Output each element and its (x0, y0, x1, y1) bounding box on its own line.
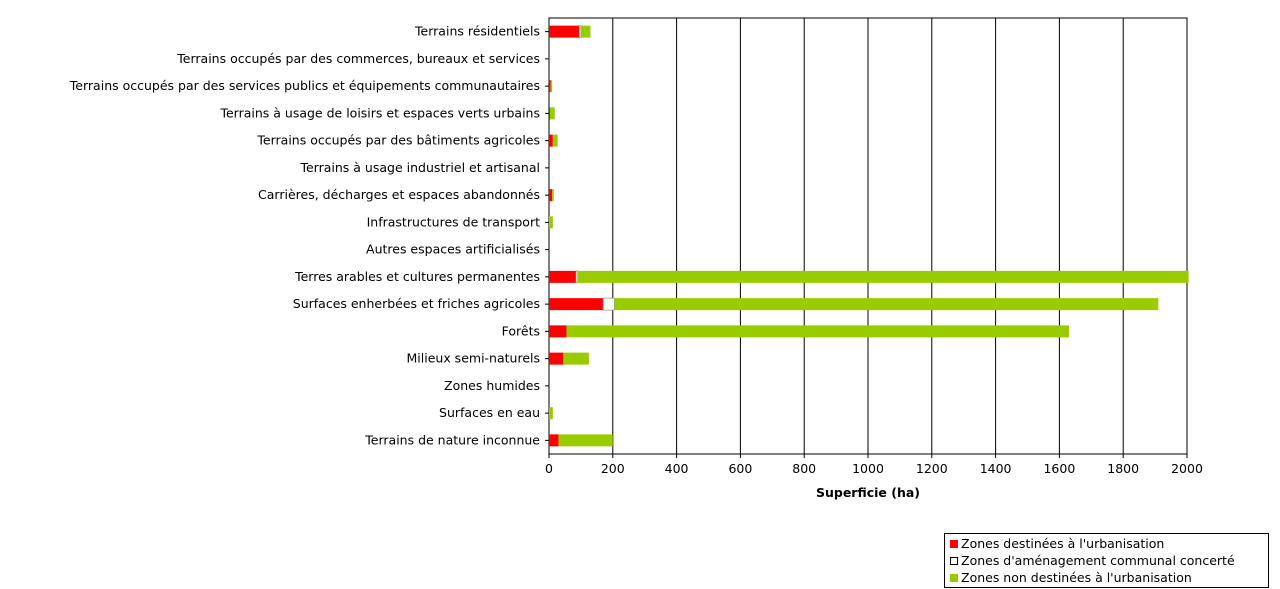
bar-segment (549, 270, 577, 283)
x-tick-label: 400 (665, 461, 689, 476)
category-label: Terrains à usage de loisirs et espaces v… (219, 105, 540, 120)
bar-segment (549, 189, 553, 202)
x-axis-title: Superficie (ha) (816, 485, 920, 500)
x-tick-label: 0 (545, 461, 553, 476)
x-tick-label: 1000 (852, 461, 884, 476)
bar-segment (577, 270, 1189, 283)
bar-segment (549, 298, 604, 311)
bar-segment (549, 325, 567, 338)
legend-swatch-white (950, 557, 958, 565)
bar-segment (566, 325, 1069, 338)
stacked-bar-chart: Terrains résidentiels Terrains occupés pa… (69, 17, 1203, 500)
category-label: Infrastructures de transport (367, 214, 540, 229)
category-label: Zones humides (444, 378, 540, 393)
bars (549, 25, 1189, 447)
category-label: Carrières, décharges et espaces abandonn… (258, 187, 540, 202)
bar-segment (558, 434, 613, 447)
gridlines (612, 18, 1124, 454)
legend-swatch-green (950, 574, 958, 582)
category-label: Milieux semi-naturels (407, 351, 541, 366)
bar-segment (580, 25, 591, 38)
category-labels: Terrains résidentiels Terrains occupés pa… (69, 24, 549, 447)
category-label: Terres arables et cultures permanentes (294, 269, 540, 284)
legend: Zones destinées à l'urbanisation Zones d… (944, 533, 1269, 588)
category-label: Surfaces enherbées et friches agricoles (293, 296, 540, 311)
bar-segment (549, 107, 550, 120)
bar-segment (549, 25, 580, 38)
bar-segment (550, 80, 553, 93)
legend-label: Zones d'aménagement communal concerté (961, 553, 1235, 568)
legend-label: Zones non destinées à l'urbanisation (961, 570, 1192, 585)
category-label: Terrains occupés par des bâtiments agric… (256, 133, 540, 148)
x-tick-label: 1800 (1107, 461, 1139, 476)
bar-segment (602, 297, 615, 311)
bar-segment (578, 25, 582, 39)
x-tick-label: 1600 (1043, 461, 1075, 476)
category-label: Surfaces en eau (439, 405, 540, 420)
legend-label: Zones destinées à l'urbanisation (961, 536, 1165, 551)
bar-segment (552, 189, 554, 202)
x-tick-label: 2000 (1171, 461, 1203, 476)
bar-segment (549, 107, 555, 120)
legend-item-non-urbanisation: Zones non destinées à l'urbanisation (950, 569, 1268, 586)
category-label: Terrains de nature inconnue (364, 432, 540, 447)
legend-swatch-red (950, 540, 958, 548)
category-label: Terrains occupés par des commerces, bure… (176, 51, 540, 66)
x-tick-label: 600 (728, 461, 752, 476)
bar-segment (549, 407, 553, 420)
bar-segment (549, 352, 564, 365)
legend-item-urbanisation: Zones destinées à l'urbanisation (950, 535, 1268, 552)
category-label: Forêts (502, 323, 540, 338)
bar-segment (549, 216, 553, 229)
x-tick-label: 1400 (980, 461, 1012, 476)
bar-segment (563, 352, 589, 365)
category-label: Terrains à usage industriel et artisanal (299, 160, 540, 175)
x-tick-label: 200 (601, 461, 625, 476)
bar-segment (552, 134, 558, 147)
x-tick-label: 1200 (916, 461, 948, 476)
x-tick-label: 800 (792, 461, 816, 476)
category-label: Terrains occupés par des services public… (69, 78, 540, 93)
x-tick-labels: 0 200 400 600 800 1000 1200 1400 1600 1800 2000 (545, 454, 1203, 476)
category-label: Terrains résidentiels (414, 24, 540, 39)
bar-segment (614, 298, 1159, 311)
legend-item-zacc: Zones d'aménagement communal concerté (950, 552, 1268, 569)
bar-segment (549, 434, 559, 447)
bar-segment (549, 80, 551, 93)
category-label: Autres espaces artificialisés (366, 242, 540, 257)
bar-segment (575, 270, 579, 284)
bar-segment (549, 134, 553, 147)
